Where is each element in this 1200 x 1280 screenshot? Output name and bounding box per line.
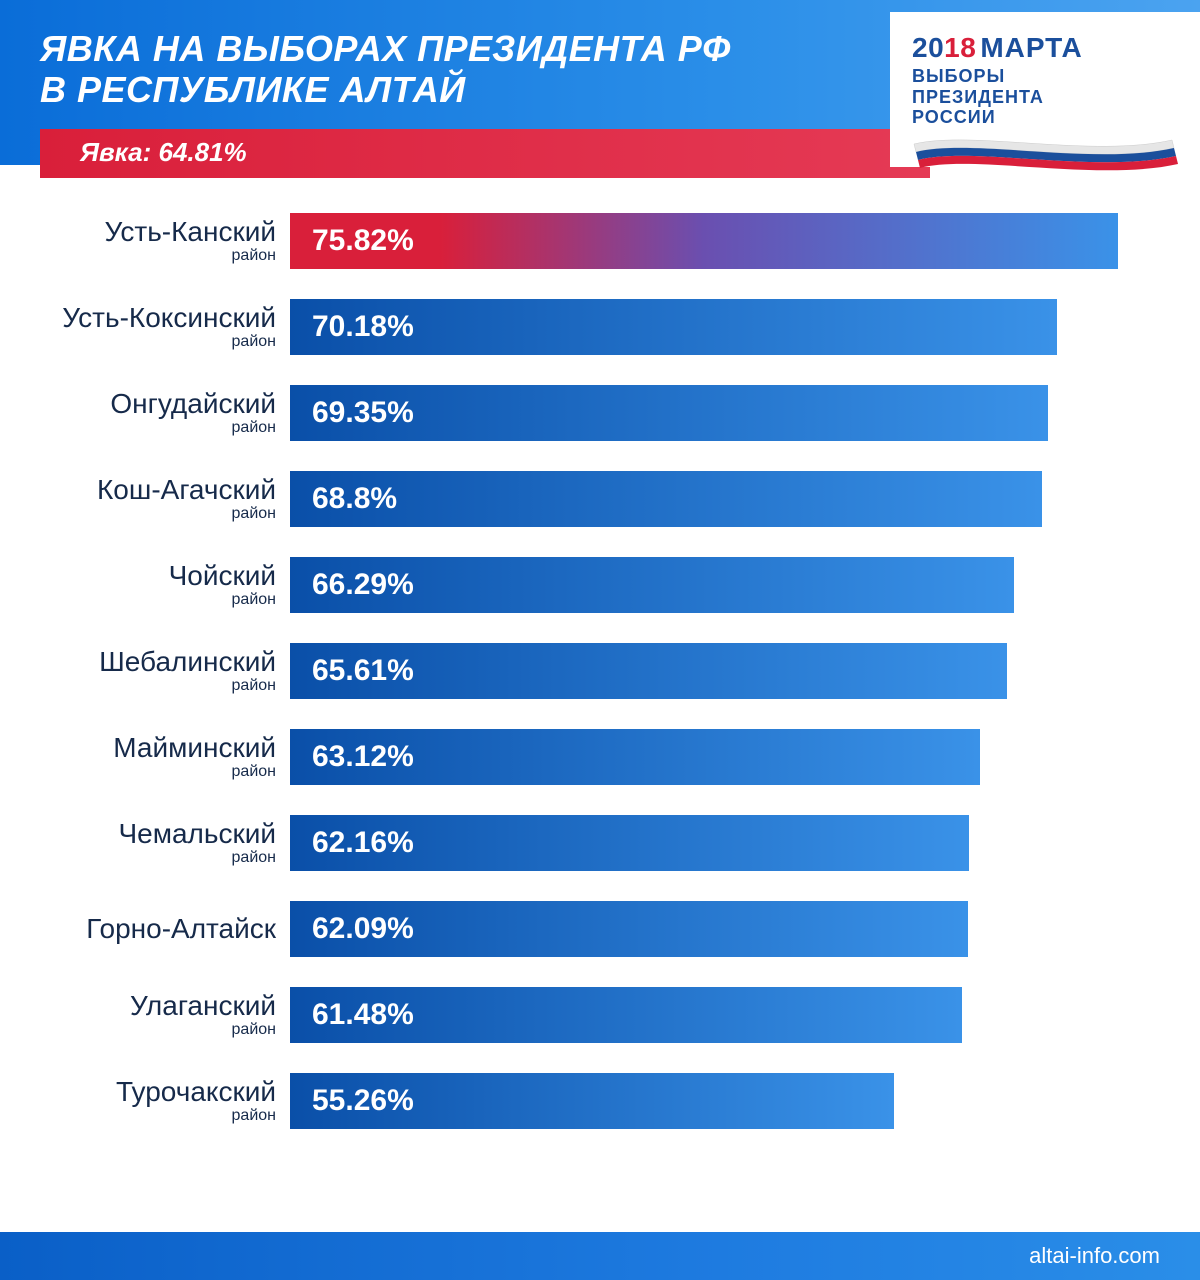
bar-value: 66.29% (312, 568, 414, 602)
bar-value: 63.12% (312, 740, 414, 774)
district-name: Турочакский (36, 1078, 276, 1106)
logo-year-part1: 20 (912, 32, 944, 63)
bar-track: 65.61% (290, 643, 1164, 699)
logo-sub-line1: ВЫБОРЫ (912, 66, 1005, 86)
district-sublabel: район (36, 420, 276, 436)
chart-row: Онгудайский район 69.35% (36, 385, 1164, 441)
district-name: Чойский (36, 562, 276, 590)
bar: 61.48% (290, 987, 962, 1043)
turnout-chart: Усть-Канский район 75.82% Усть-Коксинский ра… (0, 165, 1200, 1179)
row-label: Чойский район (36, 562, 290, 608)
bar-track: 70.18% (290, 299, 1164, 355)
bar: 69.35% (290, 385, 1048, 441)
district-name: Онгудайский (36, 390, 276, 418)
bar: 75.82% (290, 213, 1118, 269)
chart-row: Усть-Коксинский район 70.18% (36, 299, 1164, 355)
title-line-2: В РЕСПУБЛИКЕ АЛТАЙ (40, 69, 466, 110)
district-name: Усть-Канский (36, 218, 276, 246)
district-sublabel: район (36, 592, 276, 608)
district-sublabel: район (36, 764, 276, 780)
bar-value: 69.35% (312, 396, 414, 430)
bar: 70.18% (290, 299, 1057, 355)
row-label: Чемальский район (36, 820, 290, 866)
district-sublabel: район (36, 1022, 276, 1038)
footer: altai-info.com (0, 1232, 1200, 1280)
bar: 68.8% (290, 471, 1042, 527)
district-sublabel: район (36, 506, 276, 522)
chart-row: Майминский район 63.12% (36, 729, 1164, 785)
district-sublabel: район (36, 248, 276, 264)
bar: 55.26% (290, 1073, 894, 1129)
district-name: Усть-Коксинский (36, 304, 276, 332)
bar-value: 55.26% (312, 1084, 414, 1118)
footer-source: altai-info.com (1029, 1243, 1160, 1269)
district-sublabel: район (36, 678, 276, 694)
district-name: Шебалинский (36, 648, 276, 676)
logo-month: МАРТА (980, 32, 1082, 63)
header: ЯВКА НА ВЫБОРАХ ПРЕЗИДЕНТА РФ В РЕСПУБЛИ… (0, 0, 1200, 165)
bar-value: 65.61% (312, 654, 414, 688)
district-sublabel: район (36, 1108, 276, 1124)
bar: 62.09% (290, 901, 968, 957)
bar-value: 75.82% (312, 224, 414, 258)
row-label: Шебалинский район (36, 648, 290, 694)
bar-value: 68.8% (312, 482, 397, 516)
chart-row: Горно-Алтайск 62.09% (36, 901, 1164, 957)
chart-row: Шебалинский район 65.61% (36, 643, 1164, 699)
bar-track: 75.82% (290, 213, 1164, 269)
bar-track: 55.26% (290, 1073, 1164, 1129)
chart-row: Усть-Канский район 75.82% (36, 213, 1164, 269)
logo-date: 2018МАРТА (912, 32, 1178, 64)
row-label: Кош-Агачский район (36, 476, 290, 522)
chart-row: Кош-Агачский район 68.8% (36, 471, 1164, 527)
row-label: Горно-Алтайск (36, 915, 290, 943)
district-sublabel: район (36, 850, 276, 866)
flag-icon (912, 134, 1178, 177)
turnout-summary: Явка: 64.81% (40, 129, 930, 178)
bar-track: 63.12% (290, 729, 1164, 785)
bar-track: 68.8% (290, 471, 1164, 527)
district-name: Майминский (36, 734, 276, 762)
bar: 63.12% (290, 729, 980, 785)
chart-row: Чойский район 66.29% (36, 557, 1164, 613)
logo-year-part2: 18 (944, 32, 976, 63)
bar: 62.16% (290, 815, 969, 871)
bar-track: 62.16% (290, 815, 1164, 871)
election-logo: 2018МАРТА ВЫБОРЫ ПРЕЗИДЕНТА РОССИИ (890, 12, 1200, 167)
bar-value: 61.48% (312, 998, 414, 1032)
title-line-1: ЯВКА НА ВЫБОРАХ ПРЕЗИДЕНТА РФ (40, 28, 731, 69)
row-label: Усть-Коксинский район (36, 304, 290, 350)
row-label: Улаганский район (36, 992, 290, 1038)
district-name: Кош-Агачский (36, 476, 276, 504)
district-name: Улаганский (36, 992, 276, 1020)
row-label: Онгудайский район (36, 390, 290, 436)
chart-row: Чемальский район 62.16% (36, 815, 1164, 871)
district-sublabel: район (36, 334, 276, 350)
chart-row: Турочакский район 55.26% (36, 1073, 1164, 1129)
logo-sub-line3: РОССИИ (912, 107, 996, 127)
bar-value: 62.16% (312, 826, 414, 860)
logo-sub-line2: ПРЕЗИДЕНТА (912, 87, 1044, 107)
bar-track: 62.09% (290, 901, 1164, 957)
bar: 66.29% (290, 557, 1014, 613)
bar-track: 66.29% (290, 557, 1164, 613)
row-label: Турочакский район (36, 1078, 290, 1124)
bar: 65.61% (290, 643, 1007, 699)
page-title: ЯВКА НА ВЫБОРАХ ПРЕЗИДЕНТА РФ В РЕСПУБЛИ… (40, 28, 760, 111)
bar-track: 69.35% (290, 385, 1164, 441)
district-name: Горно-Алтайск (36, 915, 276, 943)
row-label: Усть-Канский район (36, 218, 290, 264)
bar-value: 70.18% (312, 310, 414, 344)
bar-value: 62.09% (312, 912, 414, 946)
logo-subtitle: ВЫБОРЫ ПРЕЗИДЕНТА РОССИИ (912, 66, 1178, 128)
row-label: Майминский район (36, 734, 290, 780)
district-name: Чемальский (36, 820, 276, 848)
bar-track: 61.48% (290, 987, 1164, 1043)
chart-row: Улаганский район 61.48% (36, 987, 1164, 1043)
